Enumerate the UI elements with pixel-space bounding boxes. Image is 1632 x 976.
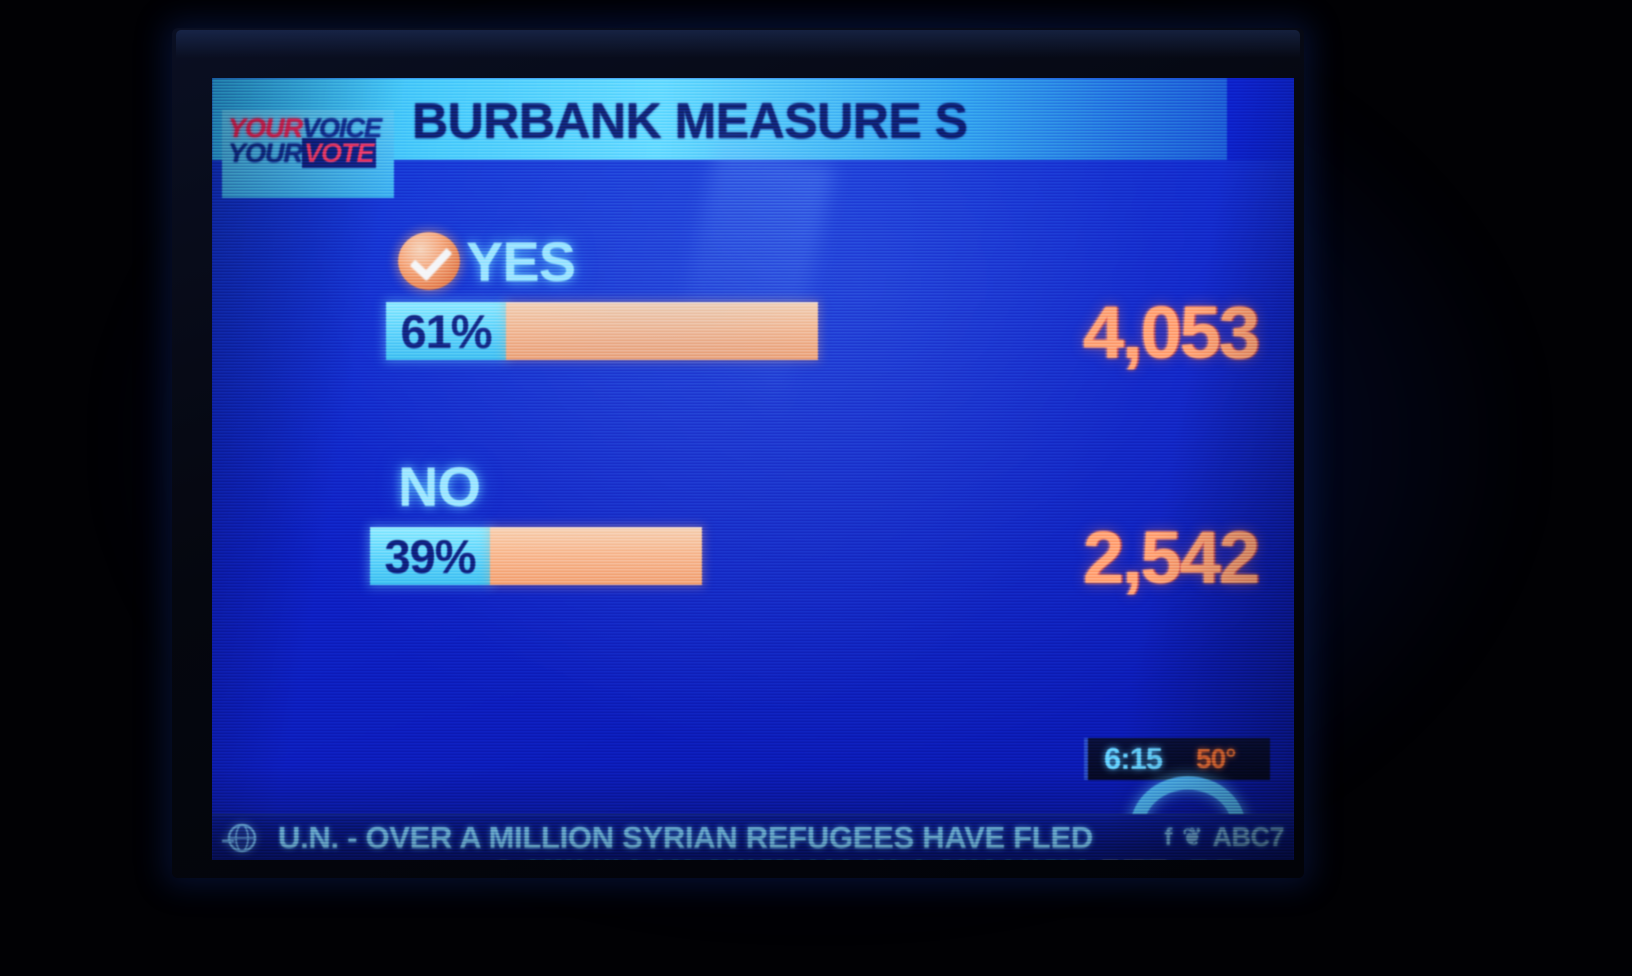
facebook-icon: f <box>1164 823 1173 851</box>
result-bar-yes <box>506 302 818 360</box>
your-voice-your-vote-logo: YOURVOICE YOURVOTE <box>222 110 394 198</box>
social-handles: f ❦ ABC7 <box>1164 822 1284 853</box>
percent-badge-no: 39% <box>370 527 490 585</box>
social-handle-label: ABC7 <box>1212 822 1284 852</box>
results-panel: YES 61% 4,053 NO 39% <box>212 141 1294 860</box>
tv-screen: BURBANK MEASURE S YOURVOICE YOURVOTE <box>212 78 1294 860</box>
globe-icon <box>220 823 264 853</box>
vote-count-yes: 4,053 <box>1082 291 1260 374</box>
result-bar-no <box>490 527 702 585</box>
option-label-no: NO <box>398 454 481 518</box>
result-row-yes: YES 61% 4,053 <box>212 229 1294 374</box>
option-label-yes: YES <box>466 229 576 293</box>
twitter-icon: ❦ <box>1182 824 1203 851</box>
check-circle-icon <box>398 232 460 290</box>
page-title: BURBANK MEASURE S <box>412 93 968 149</box>
percent-badge-yes: 61% <box>386 302 506 360</box>
ticker-headline: U.N. - OVER A MILLION SYRIAN REFUGEES HA… <box>278 819 1093 855</box>
logo-vote: VOTE <box>302 137 376 168</box>
logo-your-2: YOUR <box>228 137 303 168</box>
result-row-no: NO 39% 2,542 <box>212 454 1294 599</box>
vote-count-no: 2,542 <box>1082 516 1260 599</box>
news-ticker: U.N. - OVER A MILLION SYRIAN REFUGEES HA… <box>212 814 1294 860</box>
